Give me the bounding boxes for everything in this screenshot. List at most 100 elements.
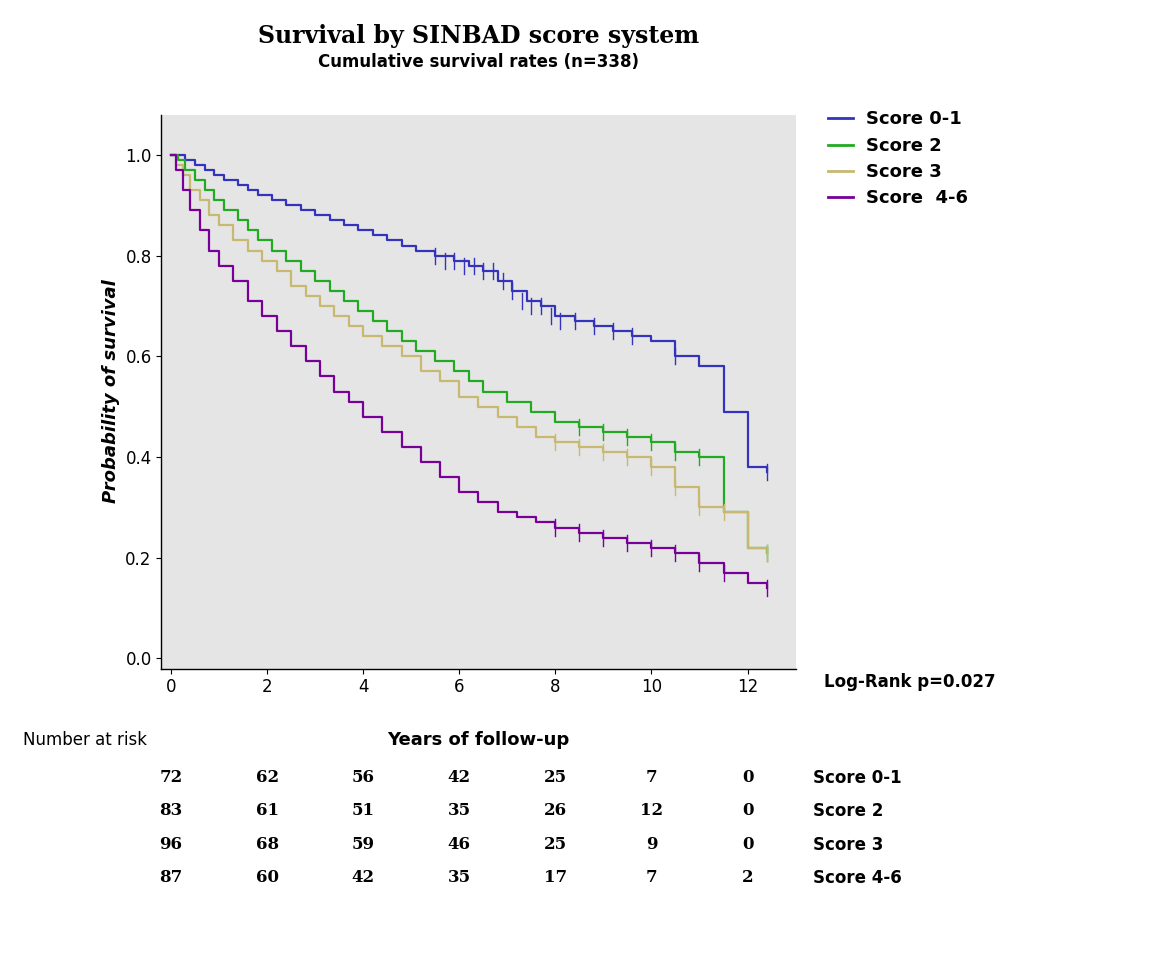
Text: 0: 0 (741, 769, 753, 786)
Score 2 (279, 255, 293, 266)
Text: 17: 17 (544, 869, 567, 886)
Score 2 (232, 215, 246, 226)
Score 2 (380, 326, 394, 337)
Text: 62: 62 (256, 769, 279, 786)
Score  4-6 (227, 275, 241, 286)
Score  4-6 (529, 517, 543, 528)
Score 0-1 (567, 315, 581, 327)
Score 2 (188, 175, 202, 186)
Text: 83: 83 (159, 802, 182, 819)
Score 3 (356, 330, 370, 342)
Text: 0: 0 (741, 802, 753, 819)
Score 2 (573, 421, 587, 433)
Score 3 (452, 391, 466, 402)
Score 2 (596, 426, 610, 437)
Legend: Score 0-1, Score 2, Score 3, Score  4-6: Score 0-1, Score 2, Score 3, Score 4-6 (821, 103, 974, 214)
Score 0-1 (308, 209, 322, 221)
Score 2 (164, 149, 178, 160)
Score 2 (352, 306, 366, 317)
Score 2 (645, 436, 658, 448)
Text: 61: 61 (256, 802, 279, 819)
Text: 72: 72 (159, 769, 182, 786)
Score 0-1 (279, 200, 293, 211)
Score  4-6 (169, 164, 183, 176)
Score 0-1 (241, 184, 255, 196)
Score 2 (409, 346, 423, 357)
Text: 25: 25 (544, 769, 567, 786)
Score 0-1 (505, 286, 519, 297)
Text: 26: 26 (544, 802, 567, 819)
Score 0-1 (587, 320, 601, 331)
Text: 42: 42 (447, 769, 470, 786)
Score 0-1 (693, 361, 707, 372)
Score 3 (549, 436, 563, 448)
Score  4-6 (285, 341, 299, 352)
Line: Score  4-6: Score 4-6 (171, 155, 767, 588)
Score  4-6 (620, 537, 634, 548)
Score 3 (183, 184, 197, 196)
Score 3 (299, 290, 312, 302)
Score 0-1 (760, 466, 774, 478)
Score  4-6 (510, 512, 523, 523)
Score 0-1 (669, 350, 683, 362)
Score 2 (208, 195, 221, 206)
Score 2 (500, 396, 514, 408)
Score  4-6 (549, 521, 563, 533)
Score  4-6 (669, 547, 683, 559)
Text: 59: 59 (352, 836, 375, 853)
Score 0-1 (179, 154, 193, 165)
Text: 51: 51 (352, 802, 375, 819)
Score 0-1 (645, 335, 658, 347)
Text: Score 4-6: Score 4-6 (813, 869, 902, 887)
Score  4-6 (452, 486, 466, 498)
Score 3 (212, 220, 226, 231)
Score  4-6 (241, 295, 255, 307)
Score  4-6 (183, 204, 197, 216)
Score 2 (337, 295, 351, 307)
Score  4-6 (645, 541, 658, 553)
Score 2 (476, 386, 490, 397)
Score 0-1 (534, 300, 548, 311)
Score 2 (366, 315, 379, 327)
Score 0-1 (265, 195, 279, 206)
Score  4-6 (299, 355, 312, 367)
Score 0-1 (208, 169, 221, 180)
Score 0-1 (172, 149, 186, 160)
Score 3 (327, 310, 341, 322)
Score 2 (250, 235, 264, 246)
Score 0-1 (491, 275, 505, 286)
Score 3 (434, 375, 447, 387)
Score 2 (179, 164, 193, 176)
Score 0-1 (250, 189, 264, 201)
Score 3 (203, 209, 217, 221)
Score 3 (573, 441, 587, 453)
Score  4-6 (414, 456, 428, 468)
Score 3 (740, 541, 754, 553)
Score 3 (227, 235, 241, 246)
Text: 25: 25 (544, 836, 567, 853)
Score 3 (256, 255, 270, 266)
Score 0-1 (447, 255, 461, 266)
Score 2 (294, 265, 308, 276)
Score 2 (693, 452, 707, 463)
Score 2 (241, 224, 255, 236)
Text: 56: 56 (352, 769, 375, 786)
Score  4-6 (472, 497, 485, 508)
Text: 12: 12 (640, 802, 663, 819)
Score 0-1 (380, 235, 394, 246)
Score 2 (265, 244, 279, 256)
Text: 87: 87 (159, 869, 182, 886)
Score 3 (285, 280, 299, 291)
Score 2 (525, 406, 538, 417)
Score 3 (596, 446, 610, 457)
Line: Score 2: Score 2 (171, 155, 767, 553)
Text: 46: 46 (447, 836, 470, 853)
Score 0-1 (294, 204, 308, 216)
Text: 0: 0 (741, 836, 753, 853)
Score 2 (447, 366, 461, 377)
Score 0-1 (232, 180, 246, 191)
Score 0-1 (549, 310, 563, 322)
Score 0-1 (366, 230, 379, 242)
Text: Survival by SINBAD score system: Survival by SINBAD score system (258, 24, 699, 48)
Score 0-1 (476, 265, 490, 276)
